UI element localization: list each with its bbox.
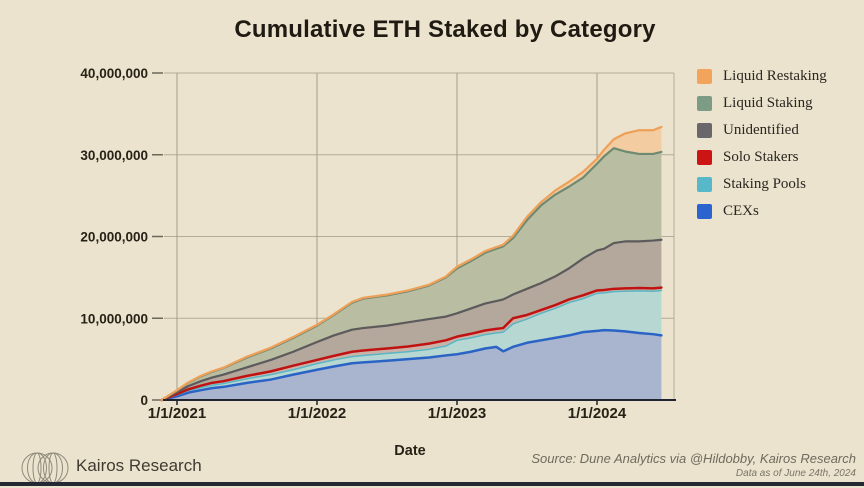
legend-label: Liquid Restaking bbox=[723, 68, 827, 84]
legend-item-solo-stakers: Solo Stakers bbox=[697, 144, 827, 171]
legend-swatch-liquid-staking bbox=[697, 96, 712, 111]
chart-title: Cumulative ETH Staked by Category bbox=[234, 16, 656, 43]
y-axis-tick-label: 40,000,000 bbox=[80, 66, 148, 81]
series-line-unidentified bbox=[160, 238, 663, 402]
area-band-cexs bbox=[161, 330, 662, 400]
source-line: Source: Dune Analytics via @Hildobby, Ka… bbox=[531, 451, 856, 466]
brand-name: Kairos Research bbox=[76, 456, 202, 475]
y-axis-tick-label: 0 bbox=[140, 393, 148, 408]
legend-label: Unidentified bbox=[723, 122, 799, 138]
y-axis-tick-label: 30,000,000 bbox=[80, 148, 148, 163]
legend-item-liquid-restaking: Liquid Restaking bbox=[697, 63, 827, 90]
source-note: Source: Dune Analytics via @Hildobby, Ka… bbox=[531, 451, 856, 481]
bottom-edge-bar bbox=[0, 482, 864, 486]
series-line-solo-stakers bbox=[160, 286, 663, 402]
legend-label: Staking Pools bbox=[723, 176, 806, 192]
series-line-cexs bbox=[160, 328, 663, 402]
x-axis-tick-label: 1/1/2022 bbox=[288, 405, 346, 422]
legend: Liquid Restaking Liquid Staking Unidenti… bbox=[697, 63, 827, 225]
legend-item-cexs: CEXs bbox=[697, 198, 827, 225]
series-line-staking-pools bbox=[160, 289, 663, 401]
legend-item-unidentified: Unidentified bbox=[697, 117, 827, 144]
x-axis-tick-label: 1/1/2023 bbox=[428, 405, 486, 422]
x-axis-tick-label: 1/1/2021 bbox=[148, 405, 206, 422]
x-axis-title: Date bbox=[394, 443, 425, 459]
legend-swatch-solo-stakers bbox=[697, 150, 712, 165]
x-axis-tick-label: 1/1/2024 bbox=[568, 405, 627, 422]
legend-swatch-staking-pools bbox=[697, 177, 712, 192]
legend-swatch-liquid-restaking bbox=[697, 69, 712, 84]
area-band-staking-pools bbox=[161, 290, 662, 400]
y-axis-tick-label: 10,000,000 bbox=[80, 311, 148, 326]
legend-swatch-unidentified bbox=[697, 123, 712, 138]
legend-label: Liquid Staking bbox=[723, 95, 813, 111]
series-line-liquid-restaking bbox=[160, 125, 663, 402]
area-band-unidentified bbox=[161, 239, 662, 400]
y-axis-tick-label: 20,000,000 bbox=[80, 230, 148, 245]
legend-label: Solo Stakers bbox=[723, 149, 799, 165]
data-as-of-line: Data as of June 24th, 2024 bbox=[735, 468, 856, 479]
legend-item-liquid-staking: Liquid Staking bbox=[697, 90, 827, 117]
legend-label: CEXs bbox=[723, 203, 759, 219]
legend-item-staking-pools: Staking Pools bbox=[697, 171, 827, 198]
legend-swatch-cexs bbox=[697, 204, 712, 219]
